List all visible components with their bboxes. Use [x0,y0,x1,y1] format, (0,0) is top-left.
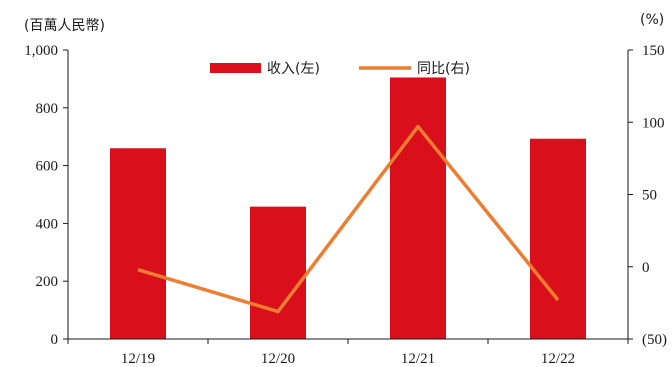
revenue-bar-12-21 [390,77,446,339]
left-axis-ticks: 0 200 400 600 800 1,000 [24,43,68,348]
left-axis-unit-label: (百萬人民幣) [24,18,105,34]
x-axis-ticks: 12/19 12/20 12/21 12/22 [67,339,629,367]
left-tick-label: 600 [36,159,59,175]
left-tick-label: 800 [36,101,59,117]
right-tick-label: 50 [642,188,657,204]
left-tick-label: 200 [36,274,59,290]
revenue-bar-12-20 [250,206,306,339]
right-tick-label: (50) [642,332,667,348]
right-tick-label: 0 [642,260,650,276]
revenue-bar-12-19 [110,148,166,339]
x-tick-label: 12/19 [121,351,155,367]
legend: 收入(左) 同比(右) [210,61,470,77]
x-tick-label: 12/21 [401,351,435,367]
right-tick-label: 100 [642,115,665,131]
revenue-bar-12-22 [530,138,586,339]
yoy-line [137,124,560,314]
legend-revenue-label: 收入(左) [267,61,320,77]
x-tick-label: 12/20 [261,351,295,367]
yoy-line-path [137,124,560,314]
legend-yoy-label: 同比(右) [417,61,470,77]
x-tick-label: 12/22 [541,351,575,367]
right-axis-ticks: (50) 0 50 100 150 [628,43,667,348]
revenue-bars [110,77,586,339]
left-tick-label: 400 [36,216,59,232]
legend-revenue-swatch [210,63,261,73]
right-tick-label: 150 [642,43,665,59]
left-tick-label: 0 [51,332,59,348]
right-axis-unit-label: (%) [640,12,664,28]
left-tick-label: 1,000 [24,43,58,59]
